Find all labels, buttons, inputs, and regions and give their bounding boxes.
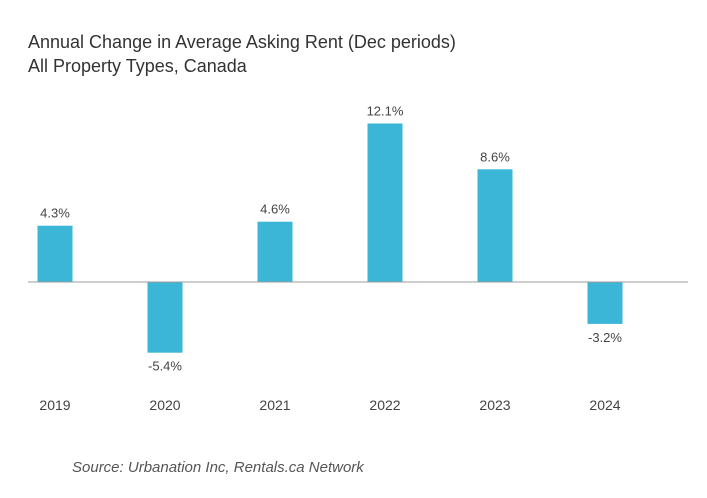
x-tick-label-2023: 2023 <box>479 397 510 413</box>
data-label-2021: 4.6% <box>260 202 290 217</box>
data-label-2024: -3.2% <box>588 330 622 345</box>
source-note: Source: Urbanation Inc, Rentals.ca Netwo… <box>72 459 364 476</box>
bar-2023 <box>477 169 513 282</box>
bar-2022 <box>367 123 403 282</box>
chart-title-block: Annual Change in Average Asking Rent (De… <box>28 30 456 78</box>
data-label-2023: 8.6% <box>480 149 510 164</box>
x-tick-label-2021: 2021 <box>259 397 290 413</box>
chart-subtitle: All Property Types, Canada <box>28 56 247 76</box>
bar-2020 <box>147 282 183 353</box>
bar-2021 <box>257 221 293 282</box>
x-tick-label-2019: 2019 <box>39 397 70 413</box>
x-tick-label-2024: 2024 <box>589 397 620 413</box>
bars-group <box>37 123 623 353</box>
data-label-2019: 4.3% <box>40 206 70 221</box>
bar-2019 <box>37 225 73 282</box>
bar-2024 <box>587 282 623 324</box>
x-tick-label-2022: 2022 <box>369 397 400 413</box>
data-label-2022: 12.1% <box>367 104 404 119</box>
data-label-2020: -5.4% <box>148 359 182 374</box>
chart-title: Annual Change in Average Asking Rent (De… <box>28 32 456 52</box>
labels-group: 4.3% 2019 -5.4% 2020 4.6% 2021 12.1% 2022 8.6% 20… <box>39 104 622 414</box>
x-tick-label-2020: 2020 <box>149 397 180 413</box>
